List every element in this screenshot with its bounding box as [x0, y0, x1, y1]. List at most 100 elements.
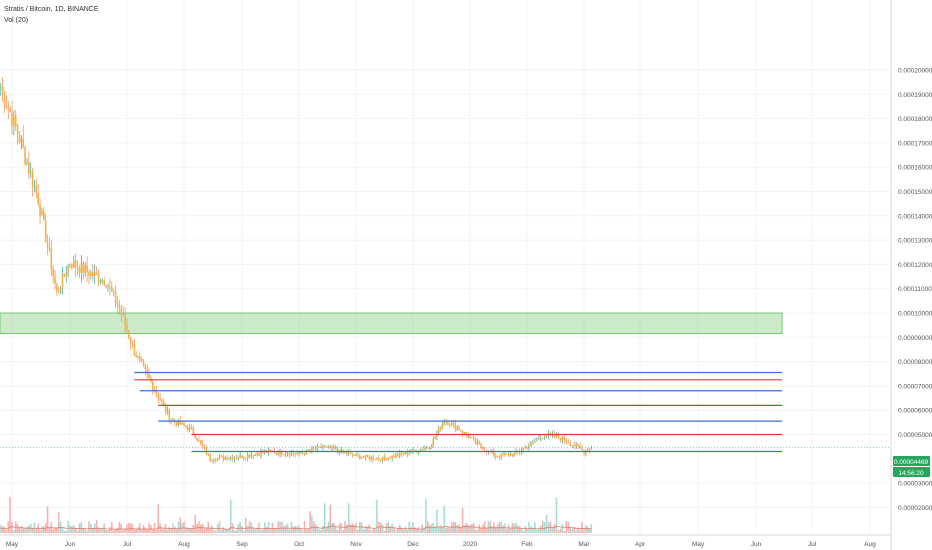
- volume-bar: [491, 526, 493, 533]
- candle-body: [323, 445, 326, 448]
- candle-body: [59, 288, 62, 292]
- volume-bar: [111, 521, 113, 533]
- volume-bar: [322, 526, 324, 533]
- price-axis[interactable]: 0.00020000 0.00019000 0.00018000 0.00017000…: [898, 68, 932, 512]
- volume-bar: [133, 529, 136, 533]
- volume-bar: [218, 521, 221, 533]
- volume-bar: [463, 524, 466, 533]
- candle-body: [190, 427, 193, 428]
- volume-bar: [329, 504, 332, 533]
- volume-bar: [553, 523, 556, 533]
- candle-body: [336, 448, 339, 451]
- volume-bar: [404, 526, 407, 533]
- candle-body: [307, 449, 309, 451]
- candle-body: [162, 401, 165, 405]
- volume-bar: [213, 530, 215, 533]
- candle-body: [71, 264, 73, 268]
- symbol-title[interactable]: Stratis / Bitcoin, 1D, BINANCE: [4, 6, 99, 13]
- volume-bar: [177, 521, 180, 533]
- volume-bar: [54, 527, 56, 533]
- candle-body: [469, 437, 471, 439]
- candle-body: [536, 439, 538, 442]
- candle-body: [29, 171, 32, 174]
- volume-bar: [383, 530, 386, 533]
- candle-body: [478, 441, 480, 444]
- volume-bar: [334, 526, 337, 533]
- volume-bar: [298, 525, 300, 533]
- candle-body: [292, 452, 295, 454]
- volume-bar: [175, 529, 178, 533]
- volume-bar: [43, 526, 45, 533]
- volume-bar: [245, 517, 247, 533]
- volume-bar: [415, 528, 418, 533]
- volume-bar: [357, 529, 359, 533]
- resistance-zone: [0, 312, 783, 335]
- volume-bar: [318, 529, 321, 533]
- candle-body: [92, 272, 94, 276]
- candle-body: [408, 453, 410, 455]
- candle-body: [318, 446, 321, 448]
- volume-bar: [391, 523, 393, 533]
- candle-body: [311, 448, 313, 451]
- candle-body: [218, 456, 221, 459]
- candle-body: [20, 138, 23, 143]
- volume-bar: [331, 523, 333, 533]
- time-tick-label: Mar: [578, 541, 590, 548]
- volume-bar: [450, 522, 453, 533]
- volume-bar: [220, 529, 223, 533]
- volume-bar: [366, 526, 369, 533]
- candle-body: [5, 105, 8, 108]
- candle-body: [248, 454, 251, 457]
- candle-body: [73, 260, 75, 268]
- volume-bar: [229, 499, 232, 533]
- volume-bar: [374, 528, 376, 533]
- volume-bar: [222, 527, 225, 533]
- candle-body: [483, 449, 486, 451]
- candle-body: [500, 453, 503, 458]
- price-tick-label: 0.00015000: [898, 189, 932, 196]
- candle-body: [14, 115, 17, 127]
- candle-body: [290, 452, 293, 456]
- candle-body: [393, 455, 395, 458]
- candle-body: [166, 410, 169, 412]
- candle-body: [57, 291, 60, 293]
- candle-body: [322, 447, 324, 449]
- candle-body: [333, 446, 335, 449]
- volume-indicator-label[interactable]: Vol (20): [4, 17, 29, 24]
- volume-bar: [190, 528, 193, 533]
- volume-bar: [179, 517, 182, 533]
- candle-body: [296, 453, 298, 455]
- candle-body: [303, 453, 306, 455]
- volume-bar: [269, 529, 272, 533]
- candle-body: [493, 451, 495, 457]
- price-tick-label: 0.00013000: [898, 238, 932, 245]
- candle-body: [565, 440, 568, 442]
- volume-bar: [159, 523, 161, 533]
- candle-body: [366, 455, 369, 457]
- price-tick-label: 0.00006000: [898, 408, 932, 415]
- candle-body: [179, 420, 182, 425]
- time-tick-label: May: [6, 541, 19, 548]
- volume-bar: [545, 515, 548, 533]
- candle-body: [410, 452, 412, 454]
- volume-bar: [248, 521, 251, 533]
- volume-bar: [198, 521, 200, 533]
- candle-body: [378, 458, 380, 460]
- volume-bar: [174, 526, 176, 533]
- candle-body: [423, 448, 425, 451]
- candle-body: [494, 456, 497, 458]
- volume-bar: [368, 524, 371, 533]
- volume-bar: [135, 528, 137, 533]
- volume-bar: [84, 528, 86, 533]
- volume-bar: [209, 528, 211, 533]
- price-tick-label: 0.00017000: [898, 140, 932, 147]
- volume-bar: [69, 525, 71, 533]
- time-axis[interactable]: May Jun Jul Aug Sep Oct Nov Dec 2020 Feb Mar Apr May…: [0, 534, 891, 548]
- volume-bar: [425, 498, 427, 533]
- volume-layer: [0, 497, 593, 533]
- volume-bar: [88, 521, 90, 533]
- candle-body: [526, 447, 528, 449]
- candle-body: [349, 452, 352, 454]
- volume-bar: [57, 512, 60, 533]
